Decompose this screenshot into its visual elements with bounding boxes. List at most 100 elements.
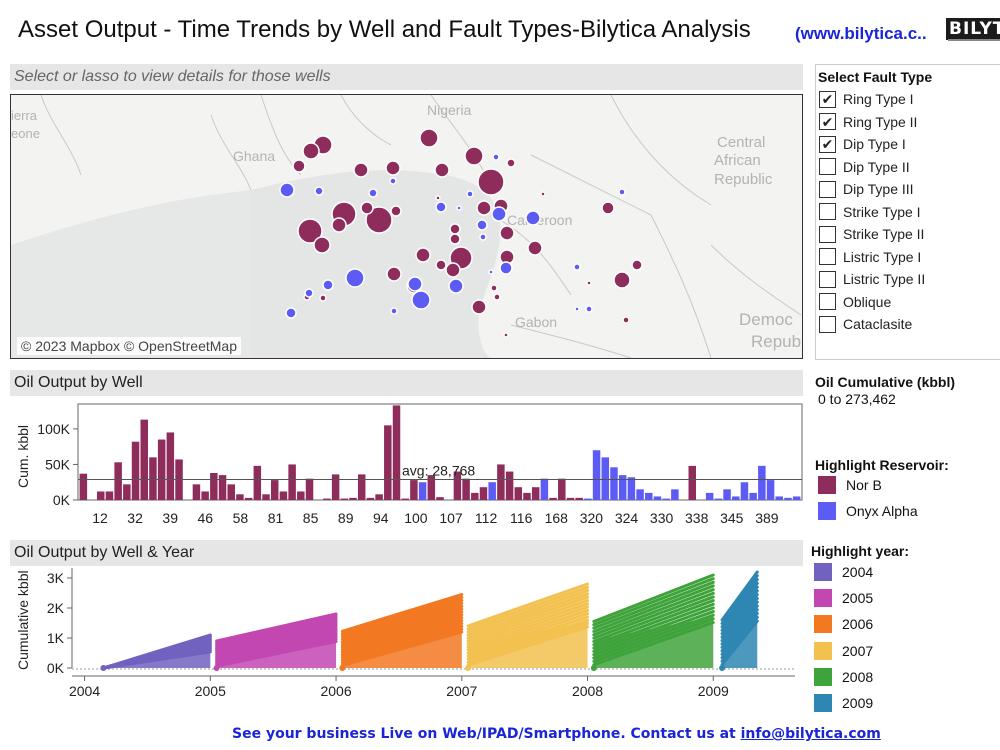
bar[interactable] [331,474,340,500]
bar[interactable] [418,482,427,500]
well-marker[interactable] [622,316,630,324]
bar[interactable] [297,491,305,500]
bar[interactable] [740,482,749,500]
bar[interactable] [662,498,670,500]
well-marker[interactable] [411,290,431,310]
well-marker[interactable] [613,271,631,289]
well-marker[interactable] [279,182,295,198]
well-marker[interactable] [445,262,461,278]
bar[interactable] [705,492,714,500]
bar[interactable] [558,478,566,500]
fault-type-item[interactable]: Oblique [819,291,925,314]
well-marker[interactable] [368,188,378,198]
bar[interactable] [79,473,88,500]
fault-type-item[interactable]: Dip Type III [819,178,925,201]
well-marker[interactable] [313,236,331,254]
fault-type-item[interactable]: Cataclasite [819,313,925,336]
year-legend-item[interactable]: 2004 [814,563,873,581]
bar[interactable] [218,475,227,500]
bar[interactable] [410,480,418,500]
bar[interactable] [540,478,549,500]
well-marker[interactable] [314,186,324,196]
bar[interactable] [453,471,462,500]
year-series-2004[interactable] [100,633,212,671]
bar[interactable] [645,492,653,500]
bar[interactable] [732,496,740,500]
bar[interactable] [192,484,201,500]
bar[interactable] [749,492,757,500]
website-link[interactable]: (www.bilytica.c.. [795,24,927,43]
well-marker[interactable] [573,263,581,271]
bar[interactable] [636,489,644,500]
well-marker[interactable] [527,240,543,256]
bar[interactable] [601,457,610,500]
fault-type-item[interactable]: Strike Type II [819,223,925,246]
year-series-2007[interactable] [465,582,590,671]
oil-output-by-well-chart[interactable]: Cum. kbbl 0K 50K 100K avg: 28,768 12 32 39 46 58 8… [10,398,803,533]
well-marker[interactable] [488,269,494,275]
bar[interactable] [244,497,253,500]
fault-type-item[interactable]: Listric Type I [819,246,925,269]
well-marker[interactable] [477,168,505,196]
fault-type-checkbox[interactable]: ✔ [819,90,836,108]
bar[interactable] [471,492,479,500]
well-marker[interactable] [448,278,464,294]
well-marker[interactable] [435,201,447,213]
bar[interactable] [340,498,349,500]
bar[interactable] [262,494,270,500]
well-marker[interactable] [297,218,323,244]
well-marker[interactable] [491,206,507,222]
well-marker[interactable] [390,205,402,217]
year-series-2009[interactable] [719,570,759,671]
well-marker[interactable] [435,195,441,201]
bar[interactable] [610,467,618,500]
fault-type-checkbox[interactable] [819,158,836,176]
bar[interactable] [523,492,531,500]
well-marker[interactable] [302,142,320,160]
bar[interactable] [305,478,314,500]
well-marker[interactable] [601,201,615,215]
fault-type-checkbox[interactable] [819,315,836,333]
well-marker[interactable] [464,146,484,166]
year-series-2008[interactable] [590,573,715,671]
bar[interactable] [288,464,296,500]
bar[interactable] [357,474,366,500]
year-series-2005[interactable] [213,612,338,671]
bar[interactable] [105,491,114,500]
well-marker[interactable] [407,276,423,292]
bar[interactable] [131,441,140,500]
fault-type-item[interactable]: Listric Type II [819,268,925,291]
bar[interactable] [497,464,505,500]
well-marker[interactable] [466,190,474,198]
bar[interactable] [462,478,470,500]
well-marker[interactable] [471,299,487,315]
well-marker[interactable] [490,284,498,292]
bar[interactable] [375,494,383,500]
well-marker[interactable] [618,188,626,196]
bar[interactable] [479,487,488,500]
bar[interactable] [531,487,540,500]
well-map[interactable]: NigeriaGhanaCentralAfricanRepublicCamero… [10,94,803,359]
year-legend-item[interactable]: 2005 [814,589,873,608]
oil-output-by-year-chart[interactable]: Cumulative kbbl 0K 1K 2K 3K 2004 2005 2006 2007 2… [10,568,803,718]
well-marker[interactable] [631,259,643,271]
well-marker[interactable] [285,307,297,319]
fault-type-checkbox[interactable] [819,248,836,266]
bar[interactable] [210,472,218,500]
well-marker[interactable] [365,206,393,234]
well-marker[interactable] [385,160,401,176]
fault-type-checkbox[interactable] [819,270,836,288]
well-marker[interactable] [506,158,516,168]
well-marker[interactable] [456,205,462,211]
well-marker[interactable] [331,217,347,233]
bar[interactable] [253,465,262,500]
fault-type-item[interactable]: ✔ Ring Type II [819,111,925,134]
bar[interactable] [549,497,557,500]
well-marker[interactable] [435,259,447,271]
well-marker[interactable] [292,159,306,173]
well-marker[interactable] [493,293,501,301]
well-marker[interactable] [434,162,450,178]
fault-type-item[interactable]: Dip Type II [819,156,925,179]
fault-type-checkbox[interactable] [819,293,836,311]
well-marker[interactable] [419,128,439,148]
